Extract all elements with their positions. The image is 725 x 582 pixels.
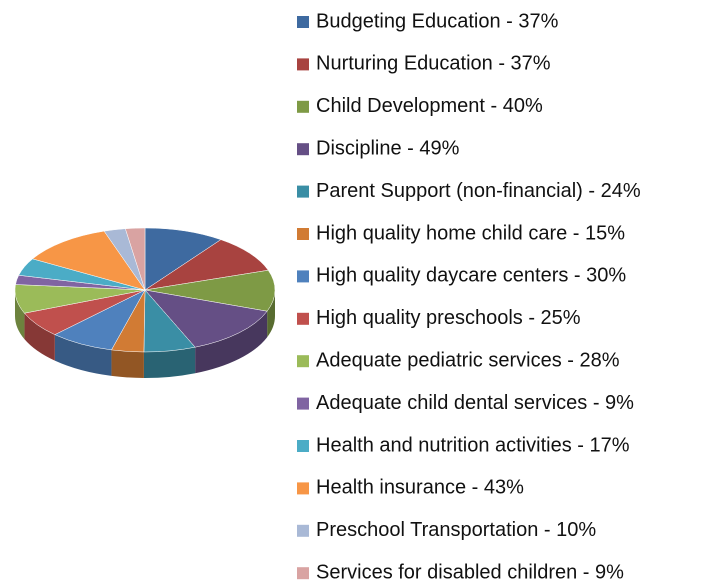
legend-label: Budgeting Education - 37% [316,10,559,32]
pie-slice [144,289,268,348]
legend-label: Health insurance - 43% [316,477,524,499]
legend-swatch [297,397,309,410]
legend-swatch [297,228,309,240]
legend-label: High quality preschools - 25% [316,307,581,329]
legend-label: Parent Support (non-financial) - 24% [316,180,641,202]
legend-swatch [297,58,309,71]
pie-slice [32,230,146,291]
legend-label: Nurturing Education - 37% [316,53,551,75]
legend-swatch [297,270,309,283]
legend-swatch [297,185,309,198]
legend-label: Preschool Transportation - 10% [316,519,596,541]
legend-swatch [297,440,309,452]
pie-slice [144,269,276,312]
pie-slice [144,227,222,291]
legend-label: Health and nutrition activities - 17% [316,434,630,456]
legend-label: Adequate child dental services - 9% [316,392,634,414]
legend-swatch [297,355,309,368]
legend-swatch [297,524,309,537]
legend-swatch [297,16,309,28]
slice-side [54,334,112,376]
slice-side [24,313,55,361]
legend-label: Child Development - 40% [316,95,543,117]
pie-slice [144,239,269,291]
legend-swatch [297,567,309,580]
legend-swatch [297,143,309,156]
slice-side [267,290,275,338]
slice-side [143,347,196,378]
legend-swatch [297,312,309,325]
legend-label: Discipline - 49% [316,137,460,159]
legend-label: Adequate pediatric services - 28% [316,349,620,371]
slice-side [111,349,144,378]
pie-slice [125,227,146,291]
legend-label: High quality home child care - 15% [316,222,625,244]
legend-swatch [297,482,309,495]
legend-swatch [297,100,309,113]
slice-side [195,311,268,374]
legend-label: High quality daycare centers - 30% [316,265,626,287]
legend-label: Services for disabled children - 9% [316,561,624,582]
